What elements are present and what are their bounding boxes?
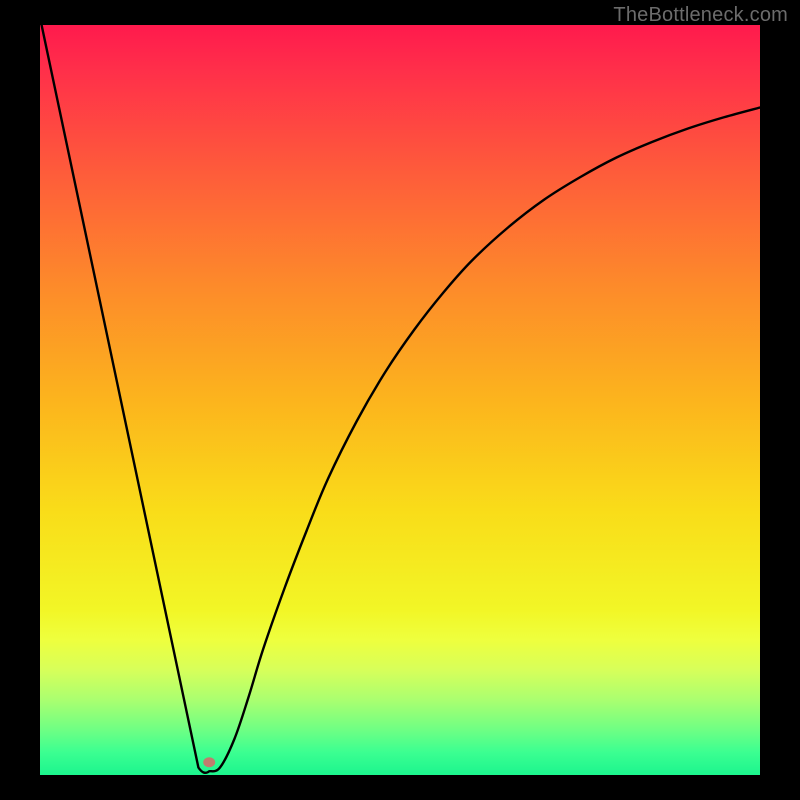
watermark-text: TheBottleneck.com [613, 4, 788, 27]
bottleneck-chart [0, 0, 800, 800]
chart-plot-background [40, 25, 760, 775]
optimal-point-marker [203, 757, 215, 767]
